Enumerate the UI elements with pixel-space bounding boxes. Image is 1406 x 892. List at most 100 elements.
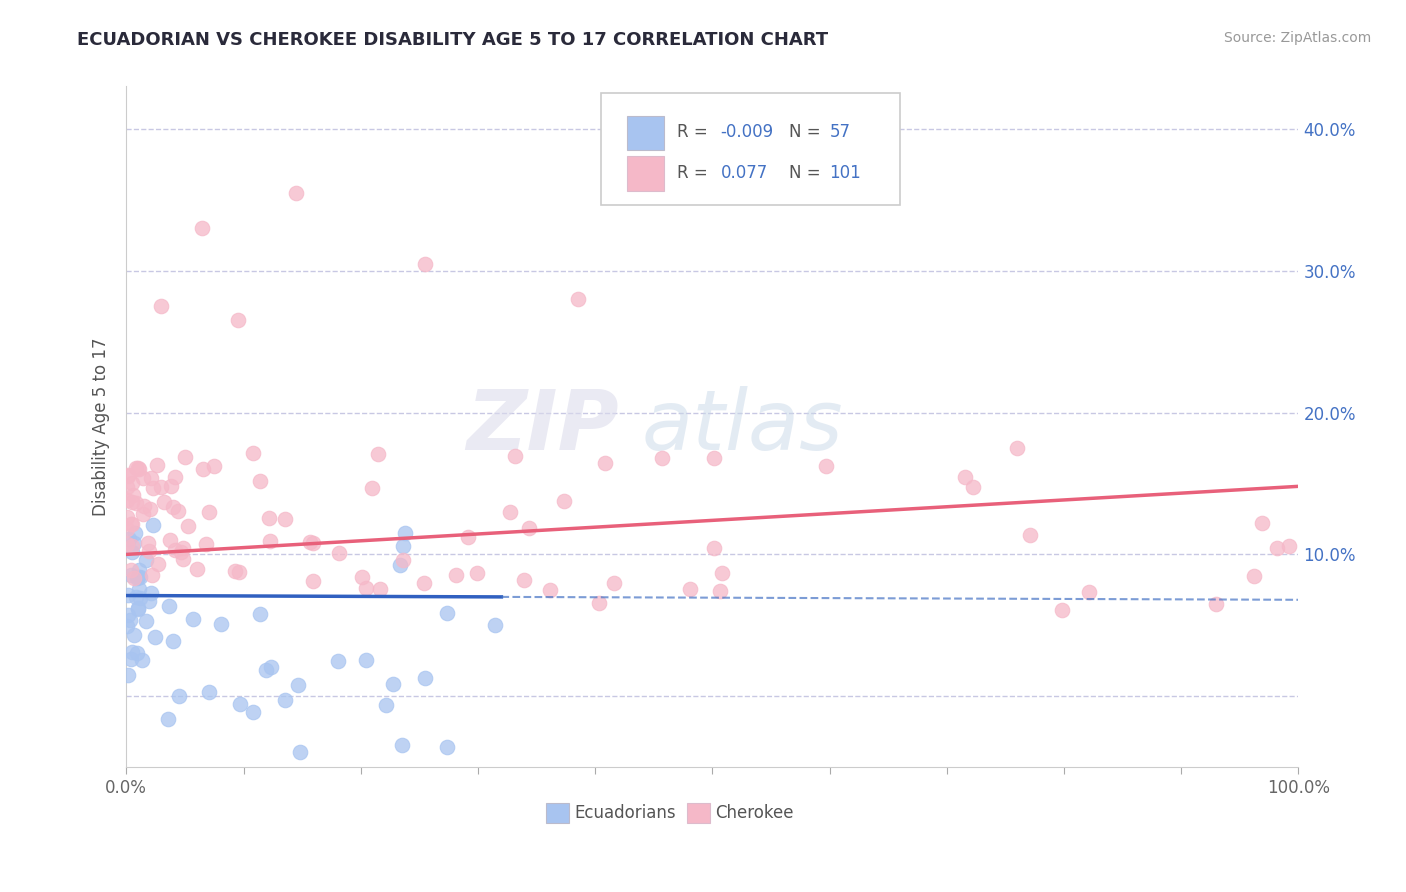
Point xyxy=(588,596,610,610)
Point xyxy=(139,586,162,600)
Point xyxy=(115,493,138,508)
Point xyxy=(328,545,350,559)
Point xyxy=(143,630,166,644)
Point xyxy=(121,475,143,490)
Point xyxy=(121,488,143,502)
Point xyxy=(132,471,155,485)
Point xyxy=(1265,541,1288,555)
Point xyxy=(436,607,458,621)
Point xyxy=(117,467,139,482)
Point xyxy=(124,525,146,540)
Point xyxy=(257,511,280,525)
Point xyxy=(391,738,413,752)
Point xyxy=(138,501,160,516)
Point xyxy=(163,542,186,557)
Point xyxy=(1278,539,1301,553)
Point xyxy=(121,539,143,553)
Point xyxy=(129,570,152,584)
Point xyxy=(128,582,150,596)
Point xyxy=(538,582,561,597)
Text: 0.077: 0.077 xyxy=(721,164,768,182)
Bar xyxy=(686,803,710,823)
Point xyxy=(129,591,152,605)
Point xyxy=(125,461,148,475)
Text: ECUADORIAN VS CHEROKEE DISABILITY AGE 5 TO 17 CORRELATION CHART: ECUADORIAN VS CHEROKEE DISABILITY AGE 5 … xyxy=(77,31,828,49)
Bar xyxy=(546,803,569,823)
Text: ZIP: ZIP xyxy=(465,386,619,467)
Text: Ecuadorians: Ecuadorians xyxy=(574,804,676,822)
Point xyxy=(121,545,143,559)
Point xyxy=(176,519,198,533)
Point xyxy=(298,534,321,549)
Point xyxy=(186,562,208,576)
Text: N =: N = xyxy=(789,164,825,182)
Point xyxy=(142,518,165,533)
Point xyxy=(229,698,252,712)
Point xyxy=(160,478,183,492)
Point xyxy=(141,568,163,582)
Point xyxy=(1018,527,1040,541)
Point xyxy=(163,470,186,484)
Point xyxy=(368,582,391,596)
Point xyxy=(117,668,139,682)
Point xyxy=(465,566,488,581)
Point xyxy=(1243,569,1265,583)
Point xyxy=(120,568,142,582)
Point xyxy=(194,536,217,550)
Point xyxy=(224,564,246,578)
Point xyxy=(198,505,221,519)
Point xyxy=(356,581,378,595)
Point xyxy=(152,495,174,509)
Point xyxy=(174,450,197,464)
Point xyxy=(503,449,526,463)
Point xyxy=(413,257,436,271)
Point xyxy=(117,469,139,483)
Text: 57: 57 xyxy=(830,123,851,141)
Point xyxy=(567,292,589,306)
Point xyxy=(118,532,141,546)
Point xyxy=(167,690,190,704)
Point xyxy=(115,619,138,633)
Point xyxy=(172,551,194,566)
Point xyxy=(136,536,159,550)
Point xyxy=(157,599,180,613)
Point xyxy=(148,557,170,571)
Point xyxy=(191,461,214,475)
Point xyxy=(135,552,157,566)
Point xyxy=(121,494,143,508)
Point xyxy=(354,653,377,667)
Point xyxy=(651,451,673,466)
Point xyxy=(226,313,249,327)
Text: N =: N = xyxy=(789,123,825,141)
Point xyxy=(1078,584,1101,599)
Point xyxy=(157,712,180,726)
Point xyxy=(287,678,309,692)
Point xyxy=(679,582,702,596)
Point xyxy=(170,545,193,559)
Point xyxy=(413,671,436,685)
Point xyxy=(593,456,616,470)
Point xyxy=(150,299,173,313)
Point xyxy=(150,479,173,493)
Point xyxy=(484,618,506,632)
Point xyxy=(1250,516,1272,531)
Point xyxy=(517,521,540,535)
Point xyxy=(142,481,165,495)
Point xyxy=(367,447,389,461)
Point xyxy=(121,516,143,531)
Point xyxy=(120,563,142,577)
Point xyxy=(499,505,522,519)
Point xyxy=(1005,441,1028,455)
Point xyxy=(249,474,271,488)
Point xyxy=(117,510,139,524)
Point xyxy=(274,693,297,707)
Point xyxy=(389,558,412,572)
Point xyxy=(121,645,143,659)
Point xyxy=(117,607,139,622)
Point xyxy=(326,654,349,668)
FancyBboxPatch shape xyxy=(600,93,900,205)
Point xyxy=(513,573,536,587)
Point xyxy=(131,507,153,521)
Point xyxy=(361,481,384,495)
Point xyxy=(141,471,163,485)
